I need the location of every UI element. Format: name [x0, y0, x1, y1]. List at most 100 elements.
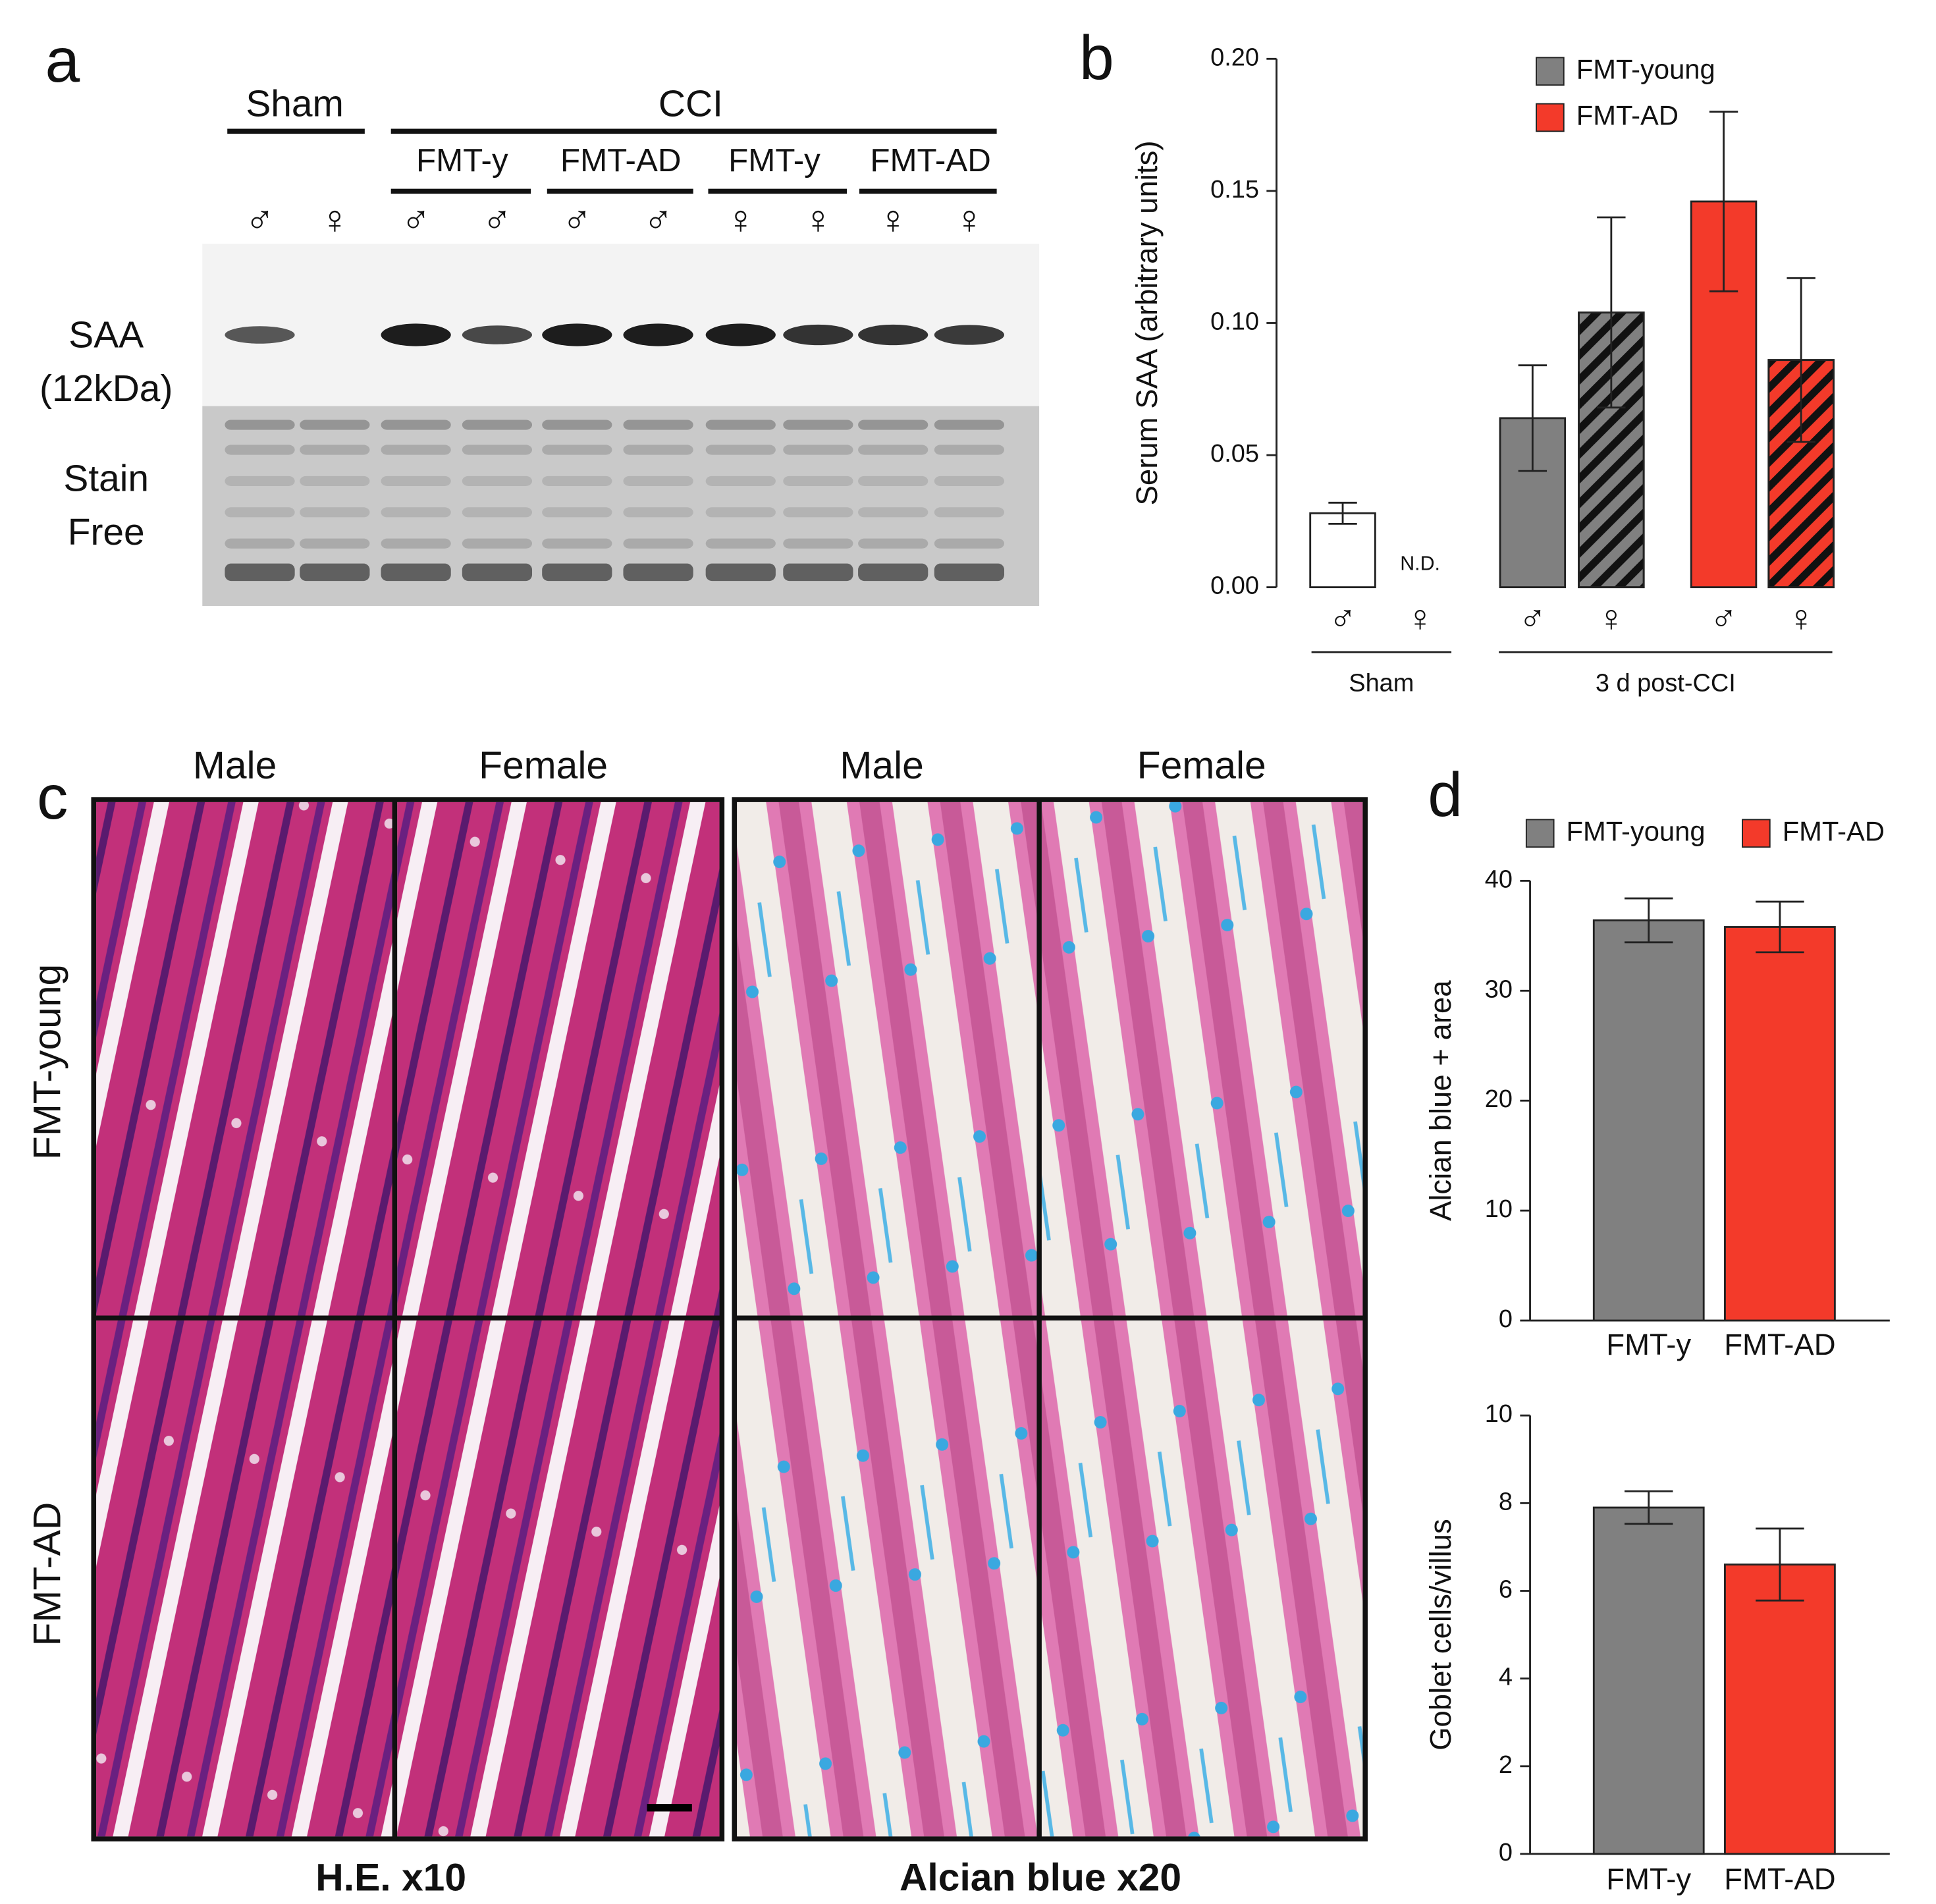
- stain-band: [381, 476, 451, 487]
- micrograph: [96, 802, 395, 1319]
- y-tick-label: 6: [1499, 1576, 1513, 1604]
- y-tick-label: 0.00: [1210, 572, 1259, 600]
- column-label: Male: [193, 744, 277, 787]
- stain-band: [858, 538, 928, 549]
- lane-sex: ♂: [562, 197, 593, 242]
- lane-sex: ♀: [320, 197, 350, 242]
- stain-band: [858, 563, 928, 582]
- column-label: Female: [1137, 744, 1266, 787]
- error-bar: [1756, 900, 1804, 954]
- row-label: Free: [68, 511, 145, 553]
- stain-band: [858, 445, 928, 455]
- stain-band: [300, 420, 370, 430]
- stain-label: Alcian blue x20: [900, 1856, 1181, 1899]
- saa-band: [934, 325, 1005, 345]
- y-tick-label: 4: [1499, 1664, 1513, 1691]
- column-label: Female: [479, 744, 608, 787]
- stain-band: [225, 538, 295, 549]
- row-label: Stain: [63, 457, 149, 499]
- subgroup-label: FMT-AD: [870, 142, 990, 178]
- stain-band: [542, 507, 612, 518]
- panel-label: c: [37, 763, 68, 832]
- legend-label: FMT-AD: [1576, 99, 1679, 130]
- stain-band: [225, 476, 295, 487]
- lane-sex: ♂: [401, 197, 431, 242]
- group-label: CCI: [659, 82, 723, 124]
- micrograph: [397, 1320, 720, 1837]
- micrograph: [96, 1320, 395, 1837]
- y-tick-label: 0: [1499, 1305, 1513, 1333]
- stain-band: [934, 420, 1005, 430]
- lane-sex: ♂: [643, 197, 674, 242]
- group-label: 3 d post-CCI: [1596, 670, 1736, 697]
- stain-band: [300, 538, 370, 549]
- error-bar: [1328, 501, 1357, 525]
- blot-saa: [202, 244, 1040, 406]
- legend-swatch: [1536, 103, 1565, 132]
- panel-label: b: [1079, 23, 1114, 93]
- x-tick-label: ♀: [1406, 597, 1434, 639]
- column-label: Male: [840, 744, 923, 787]
- y-tick-label: 0.10: [1210, 308, 1259, 335]
- lane-sex: ♀: [954, 197, 984, 242]
- lane-sex: ♂: [245, 197, 275, 242]
- stain-band: [934, 538, 1005, 549]
- stain-band: [783, 507, 853, 518]
- subgroup-label: FMT-y: [728, 142, 820, 178]
- group-label: Sham: [246, 82, 344, 124]
- scale-bar: [647, 1804, 692, 1812]
- row-label: (12kDa): [40, 367, 173, 410]
- y-axis-label: Serum SAA (arbitrary units): [1130, 140, 1164, 505]
- group-label: Sham: [1349, 670, 1414, 697]
- stain-band: [934, 476, 1005, 487]
- y-tick-label: 40: [1485, 865, 1513, 893]
- x-tick-label: FMT-AD: [1724, 1863, 1835, 1896]
- stain-band: [623, 420, 693, 430]
- legend-swatch: [1525, 819, 1555, 848]
- stain-band: [462, 538, 533, 549]
- stain-band: [381, 420, 451, 430]
- stain-band: [705, 563, 776, 582]
- stain-band: [623, 476, 693, 487]
- error-bar: [1709, 111, 1738, 292]
- y-axis-label: Goblet cells/villus: [1424, 1519, 1457, 1751]
- stain-band: [858, 507, 928, 518]
- legend-swatch: [1742, 819, 1771, 848]
- lane-sex: ♀: [878, 197, 908, 242]
- x-tick-label: ♀: [1598, 597, 1626, 639]
- stain-band: [462, 445, 533, 455]
- lane-sex: ♀: [726, 197, 756, 242]
- legend-label: FMT-AD: [1783, 815, 1885, 846]
- stain-band: [462, 563, 533, 582]
- y-tick-label: 0.05: [1210, 440, 1259, 468]
- subgroup-label: FMT-AD: [560, 142, 681, 178]
- stain-band: [381, 445, 451, 455]
- subgroup-label: FMT-y: [416, 142, 508, 178]
- stain-band: [462, 420, 533, 430]
- stain-band: [300, 563, 370, 582]
- saa-band: [381, 323, 451, 346]
- x-tick-label: ♂: [1329, 597, 1357, 639]
- y-tick-label: 2: [1499, 1751, 1513, 1779]
- stain-band: [300, 445, 370, 455]
- bar: [1724, 926, 1836, 1322]
- row-label: FMT-AD: [26, 1502, 68, 1646]
- bar: [1592, 919, 1705, 1322]
- saa-band: [225, 326, 295, 344]
- bar: [1724, 1564, 1836, 1855]
- stain-band: [705, 420, 776, 430]
- stain-band: [542, 420, 612, 430]
- y-tick-label: 0.15: [1210, 176, 1259, 204]
- panel-label: a: [45, 26, 80, 95]
- y-tick-label: 30: [1485, 975, 1513, 1003]
- error-bar: [1787, 277, 1815, 443]
- y-tick-label: 10: [1485, 1400, 1513, 1428]
- y-tick-label: 10: [1485, 1195, 1513, 1223]
- x-tick-label: ♀: [1787, 597, 1815, 639]
- stain-band: [783, 476, 853, 487]
- stain-band: [542, 563, 612, 582]
- error-bar: [1518, 364, 1547, 472]
- stain-band: [783, 420, 853, 430]
- stain-band: [705, 445, 776, 455]
- saa-band: [705, 323, 776, 346]
